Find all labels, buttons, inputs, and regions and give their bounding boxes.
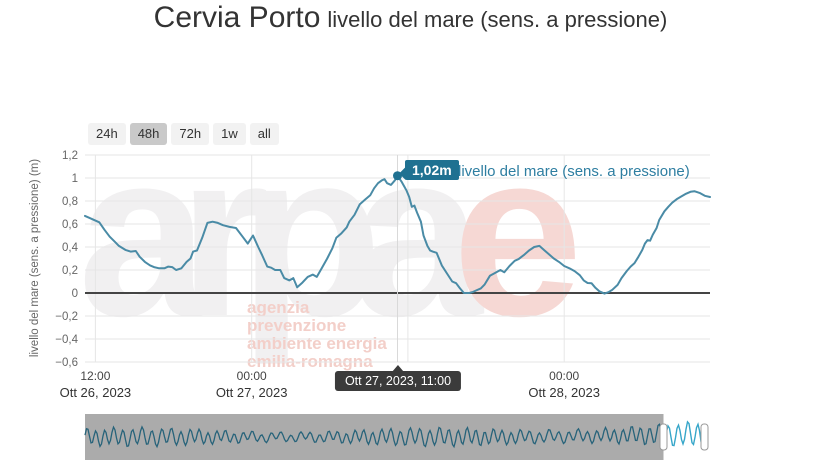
- plot-area[interactable]: [85, 155, 710, 362]
- watermark-line: prevenzione: [247, 317, 387, 335]
- chart-title: Cervia Porto livello del mare (sens. a pr…: [0, 0, 821, 41]
- tooltip-value-badge: 1,02m: [405, 160, 459, 180]
- range-button-48h[interactable]: 48h: [129, 123, 168, 145]
- y-tick-label: −0,4: [55, 334, 78, 346]
- y-tick-label: −0,6: [55, 357, 78, 369]
- navigator-wave-selected[interactable]: [662, 420, 705, 451]
- range-button-1w[interactable]: 1w: [213, 123, 246, 145]
- tooltip-value-text: 1,02m: [412, 162, 452, 178]
- y-tick-label: 1: [72, 173, 78, 185]
- chart-title-subtitle: livello del mare (sens. a pressione): [327, 7, 668, 32]
- y-tick-label: 0,4: [62, 242, 79, 254]
- series-label: livello del mare (sens. a pressione): [458, 163, 690, 180]
- series-line[interactable]: [84, 174, 711, 295]
- x-tick-date: Ott 28, 2023: [528, 385, 600, 400]
- chart-title-main: Cervia Porto: [153, 1, 321, 34]
- y-tick-label: 0,2: [62, 265, 78, 277]
- range-button-24h[interactable]: 24h: [88, 123, 126, 145]
- x-axis-tooltip: Ott 27, 2023, 11:00: [334, 365, 462, 391]
- range-button-72h[interactable]: 72h: [171, 123, 210, 145]
- range-selector: 24h 48h 72h 1w all: [88, 123, 279, 145]
- range-button-all[interactable]: all: [249, 123, 279, 145]
- y-tick-label: −0,2: [55, 311, 78, 323]
- y-tick-label: 0: [72, 288, 78, 300]
- navigator-handle[interactable]: [659, 423, 668, 451]
- y-tick-label: 0,6: [62, 219, 78, 231]
- navigator-wave: [84, 423, 664, 449]
- y-axis-title: livello del mare (sens. a pressione) (m): [29, 159, 41, 357]
- navigator-handle[interactable]: [700, 423, 709, 451]
- y-tick-label: 1,2: [62, 150, 78, 162]
- x-tick-time: 00:00: [549, 369, 579, 383]
- x-tick-time: 12:00: [80, 369, 110, 383]
- x-tick-date: Ott 26, 2023: [60, 385, 132, 400]
- x-tick-date: Ott 27, 2023: [216, 385, 288, 400]
- watermark-line: agenzia: [247, 299, 387, 317]
- x-tick-time: 00:00: [237, 369, 267, 383]
- y-tick-label: 0,8: [62, 196, 78, 208]
